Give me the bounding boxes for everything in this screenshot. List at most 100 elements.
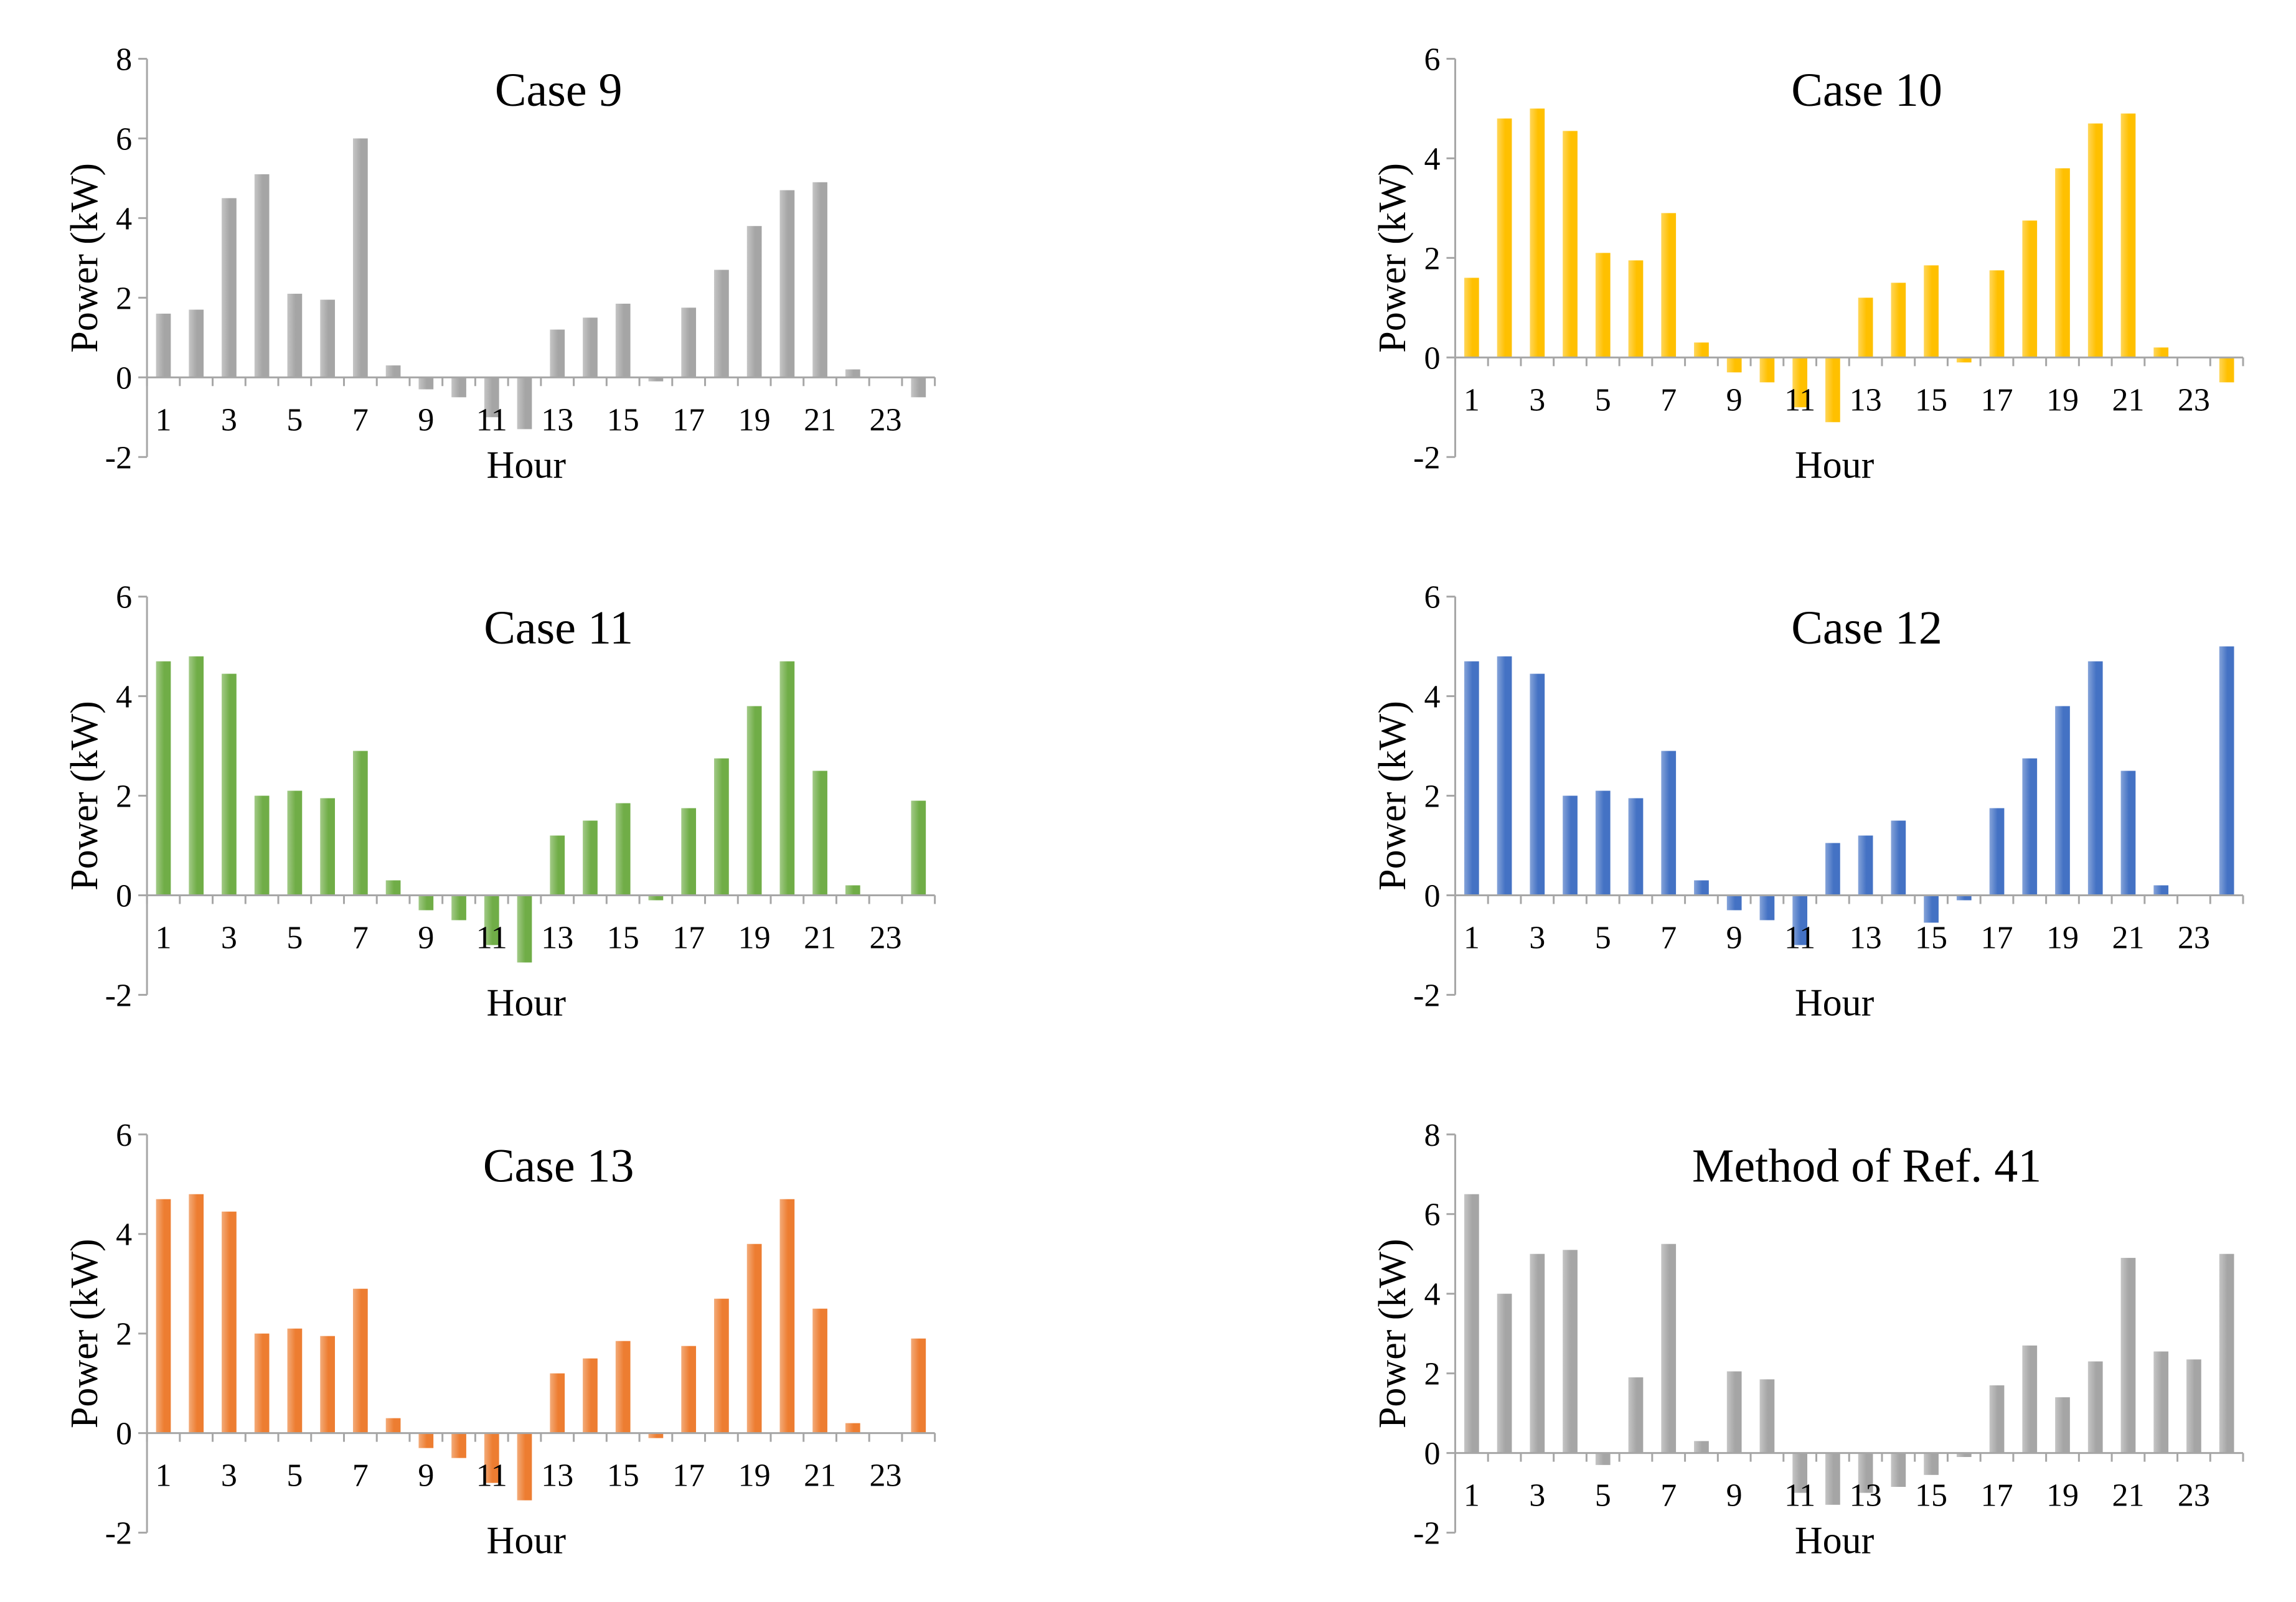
- bar-hour-10: [451, 377, 466, 398]
- x-tick-label: 23: [870, 402, 902, 438]
- x-axis-label: Hour: [1795, 444, 1875, 486]
- bar-hour-12: [1825, 1453, 1840, 1505]
- bar-hour-20: [779, 661, 795, 896]
- y-tick-label: -2: [1413, 1516, 1440, 1552]
- y-axis-label: Power (kW): [64, 701, 106, 891]
- bar-hour-4: [254, 174, 270, 378]
- x-axis-label: Hour: [1795, 1520, 1875, 1562]
- bar-hour-9: [1726, 1371, 1742, 1453]
- chart-title: Case 13: [483, 1140, 634, 1192]
- y-tick-label: 0: [1424, 340, 1440, 376]
- x-tick-label: 5: [1595, 1478, 1611, 1514]
- x-tick-label: 19: [2046, 1478, 2079, 1514]
- bar-hour-19: [746, 706, 762, 896]
- bar-hour-7: [352, 751, 368, 896]
- bar-hour-8: [1694, 880, 1709, 896]
- bar-hour-22: [2153, 885, 2169, 896]
- x-tick-label: 7: [1660, 1478, 1677, 1514]
- y-axis-label: Power (kW): [64, 1239, 106, 1428]
- bar-hour-11: [484, 1433, 499, 1483]
- bar-hour-21: [812, 771, 827, 896]
- bar-hour-7: [352, 1288, 368, 1433]
- bar-hour-14: [1891, 1453, 1906, 1487]
- x-tick-label: 3: [1529, 920, 1545, 955]
- y-axis-label: Power (kW): [1371, 163, 1414, 353]
- x-tick-label: 11: [476, 920, 507, 955]
- x-tick-label: 5: [1595, 382, 1611, 418]
- y-tick-label: 2: [116, 281, 132, 316]
- bar-hour-13: [1858, 835, 1873, 896]
- x-tick-label: 7: [352, 1458, 369, 1494]
- bar-hour-11: [484, 377, 499, 418]
- bar-hour-8: [1694, 1441, 1709, 1453]
- y-tick-label: 2: [116, 779, 132, 815]
- bar-hour-17: [681, 808, 697, 896]
- y-tick-label: 0: [116, 360, 132, 396]
- x-tick-label: 19: [2046, 920, 2079, 955]
- y-tick-label: 4: [1424, 680, 1440, 715]
- x-tick-label: 3: [1529, 382, 1545, 418]
- bar-hour-5: [287, 790, 303, 896]
- bar-hour-7: [1661, 1244, 1677, 1453]
- bar-hour-2: [189, 656, 204, 896]
- bar-hour-22: [845, 1423, 860, 1433]
- x-tick-label: 17: [1981, 382, 2013, 418]
- bar-hour-6: [1628, 798, 1644, 896]
- bar-hour-13: [550, 835, 565, 896]
- x-tick-label: 5: [1595, 920, 1611, 955]
- x-tick-label: 23: [2178, 920, 2210, 955]
- x-tick-label: 13: [1850, 920, 1882, 955]
- y-tick-label: 2: [1424, 1357, 1440, 1392]
- bar-hour-4: [1563, 131, 1578, 358]
- bar-hour-24: [2219, 357, 2234, 383]
- y-tick-label: 0: [116, 878, 132, 914]
- x-tick-label: 13: [541, 1458, 573, 1494]
- y-tick-label: -2: [105, 440, 132, 475]
- bar-hour-7: [1661, 213, 1677, 358]
- x-tick-label: 21: [804, 920, 836, 955]
- y-tick-label: 6: [116, 1118, 132, 1153]
- bar-hour-3: [222, 673, 237, 896]
- bar-hour-16: [1956, 357, 1972, 363]
- bar-hour-8: [385, 365, 401, 378]
- bar-hour-10: [451, 895, 466, 920]
- chart-title: Case 9: [495, 64, 623, 116]
- bar-hour-23: [2186, 1359, 2201, 1453]
- x-tick-label: 7: [352, 920, 369, 955]
- bar-hour-1: [156, 313, 171, 378]
- y-tick-label: 8: [1424, 1118, 1440, 1153]
- bar-hour-8: [385, 1418, 401, 1433]
- bar-hour-21: [812, 1308, 827, 1433]
- bar-hour-3: [222, 1211, 237, 1433]
- bar-hour-21: [812, 182, 827, 378]
- bar-hour-18: [714, 758, 729, 896]
- bar-hour-9: [418, 377, 434, 390]
- bar-hour-22: [845, 885, 860, 896]
- x-tick-label: 9: [418, 920, 434, 955]
- bar-hour-8: [385, 880, 401, 896]
- bar-hour-5: [287, 293, 303, 378]
- bar-hour-7: [352, 138, 368, 378]
- bar-hour-9: [1726, 895, 1742, 911]
- y-tick-label: -2: [1413, 978, 1440, 1013]
- x-tick-label: 21: [804, 1458, 836, 1494]
- x-tick-label: 11: [1784, 1478, 1815, 1514]
- bar-hour-13: [550, 1373, 565, 1433]
- bar-hour-12: [517, 1433, 532, 1501]
- bar-hour-22: [2153, 1351, 2169, 1453]
- bar-hour-11: [1792, 357, 1808, 408]
- bar-hour-12: [517, 895, 532, 963]
- x-tick-label: 21: [2112, 382, 2144, 418]
- y-tick-label: 6: [1424, 1197, 1440, 1233]
- bar-hour-6: [1628, 1377, 1644, 1453]
- y-tick-label: 6: [1424, 580, 1440, 616]
- y-tick-label: 2: [1424, 241, 1440, 276]
- bar-hour-11: [484, 895, 499, 945]
- bar-hour-12: [1825, 843, 1840, 896]
- bar-hour-12: [1825, 357, 1840, 423]
- bar-hour-1: [156, 661, 171, 896]
